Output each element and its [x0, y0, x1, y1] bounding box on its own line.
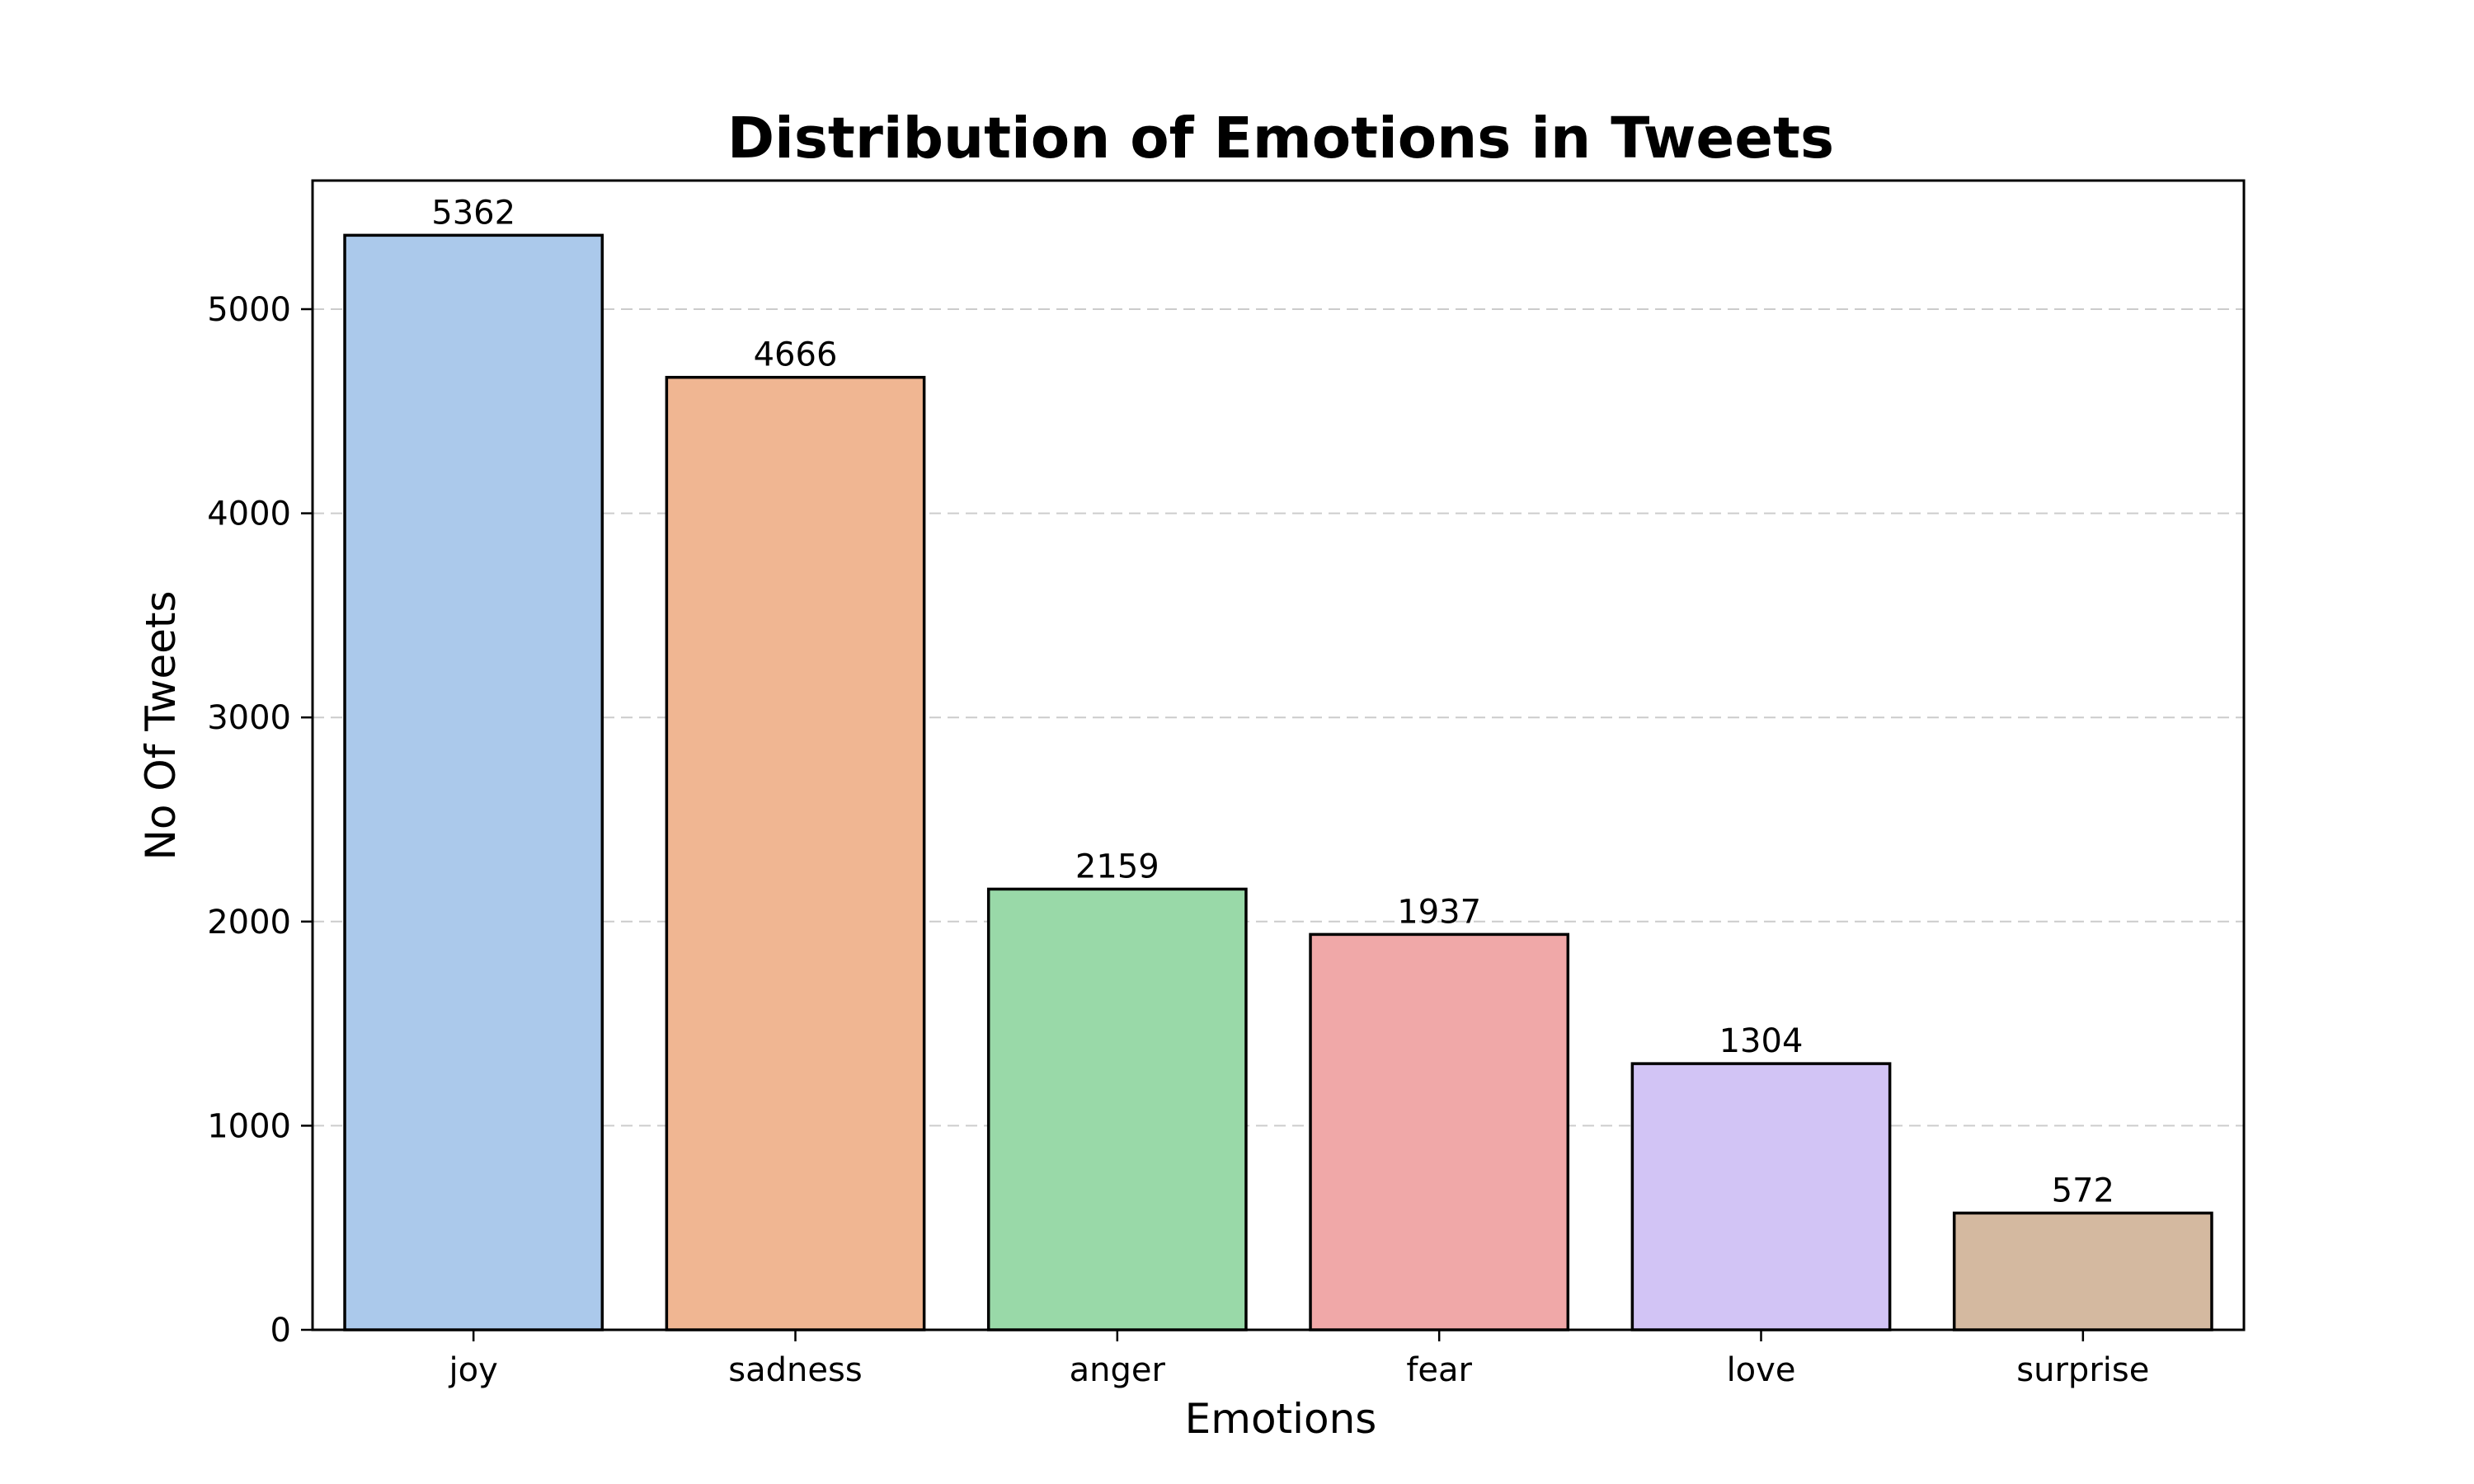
- value-label-surprise: 572: [2052, 1172, 2114, 1209]
- x-tick-label-joy: joy: [449, 1351, 498, 1389]
- value-label-sadness: 4666: [754, 336, 838, 374]
- value-label-fear: 1937: [1397, 893, 1481, 931]
- value-label-joy: 5362: [431, 194, 515, 232]
- x-tick-label-love: love: [1727, 1351, 1796, 1389]
- x-axis-label: Emotions: [1185, 1395, 1377, 1443]
- y-tick-label: 4000: [207, 495, 291, 533]
- y-axis-label: No Of Tweets: [137, 590, 185, 860]
- axes: [311, 179, 2246, 1331]
- y-ticks: 0 1000 2000 3000 4000 5000: [207, 291, 313, 1350]
- x-tick-label-fear: fear: [1406, 1351, 1472, 1389]
- value-labels: 5362 4666 2159 1937 1304 572: [431, 194, 2114, 1209]
- bar-love: [1630, 1062, 1892, 1331]
- gridlines: [313, 308, 2244, 1127]
- bar-fear: [1309, 932, 1570, 1331]
- plot-frame: [311, 179, 2246, 1331]
- bar-sadness: [665, 375, 926, 1331]
- y-tick-label: 5000: [207, 291, 291, 329]
- x-tick-label-anger: anger: [1070, 1351, 1166, 1389]
- value-label-anger: 2159: [1075, 848, 1159, 885]
- bar-anger: [986, 887, 1248, 1331]
- y-tick-label: 0: [270, 1312, 291, 1350]
- y-tick-label: 1000: [207, 1107, 291, 1145]
- bars: [343, 233, 2213, 1331]
- y-tick-label: 3000: [207, 699, 291, 737]
- chart-title: Distribution of Emotions in Tweets: [727, 106, 1834, 171]
- value-label-love: 1304: [1719, 1022, 1804, 1060]
- bar-joy: [343, 233, 604, 1331]
- bar-surprise: [1952, 1211, 2213, 1331]
- x-tick-label-sadness: sadness: [728, 1351, 862, 1389]
- x-ticks: joy sadness anger fear love surprise: [449, 1330, 2149, 1389]
- y-tick-label: 2000: [207, 904, 291, 942]
- x-tick-label-surprise: surprise: [2016, 1351, 2149, 1389]
